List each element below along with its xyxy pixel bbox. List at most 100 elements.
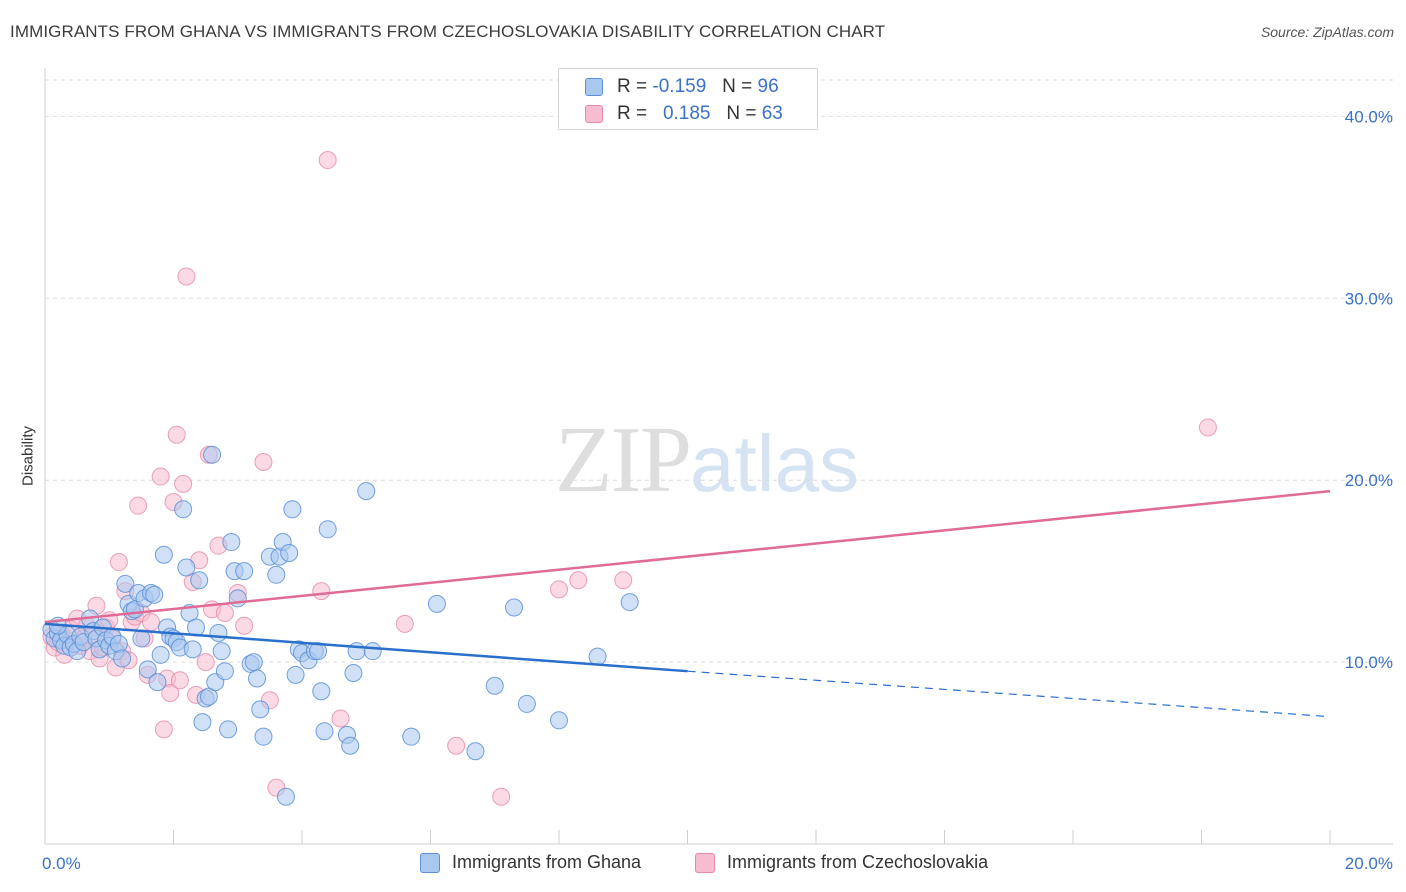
tick-labels: 10.0% 20.0% 30.0% 40.0% 0.0% 20.0%	[42, 107, 1393, 873]
point-ghana-76	[309, 642, 328, 661]
point-ghana-89	[485, 676, 504, 695]
legend-ghana-r-label: R =	[617, 76, 648, 97]
bottom-legend-label-ghana: Immigrants from Ghana	[452, 852, 642, 872]
point-czech-50	[235, 616, 254, 635]
point-ghana-77	[312, 682, 331, 701]
legend-czech-r-label: R =	[617, 103, 648, 124]
watermark-atlas: atlas	[690, 419, 859, 508]
point-ghana-43	[183, 640, 202, 659]
trend-line-ghana-extension	[687, 670, 1331, 718]
point-ghana-52	[212, 642, 231, 661]
point-ghana-92	[550, 711, 568, 730]
point-czech-35	[161, 684, 180, 703]
point-ghana-29	[138, 660, 157, 679]
bottom-legend-swatch-czech	[695, 853, 715, 873]
source-label: Source: ZipAtlas.com	[1260, 24, 1394, 40]
y-tick-label-0: 10.0%	[1345, 653, 1393, 672]
point-ghana-86	[402, 727, 421, 746]
series-ghana	[42, 445, 639, 806]
point-ghana-22	[116, 574, 135, 593]
point-ghana-65	[267, 565, 286, 584]
y-axis-label: Disability	[19, 425, 37, 487]
point-ghana-57	[228, 589, 247, 608]
legend-swatch-ghana	[585, 78, 603, 96]
point-ghana-68	[276, 787, 295, 806]
point-ghana-70	[283, 500, 302, 519]
point-czech-32	[151, 467, 170, 486]
point-czech-39	[174, 474, 193, 493]
point-czech-27	[129, 496, 148, 515]
point-czech-58	[447, 736, 466, 755]
trend-lines	[44, 489, 1331, 718]
legend-ghana-n-label: N =	[722, 76, 753, 97]
legend-ghana-n-value: 96	[757, 76, 779, 97]
correlation-legend: R = -0.159 N = 96 R = 0.185 N = 63	[558, 68, 818, 130]
point-czech-37	[167, 425, 186, 444]
point-ghana-46	[193, 713, 212, 732]
legend-czech-n-value: 63	[761, 103, 783, 124]
point-czech-61	[569, 571, 588, 590]
point-czech-59	[492, 787, 511, 806]
point-ghana-81	[341, 736, 360, 755]
point-ghana-33	[151, 645, 170, 664]
point-czech-57	[395, 614, 414, 633]
x-tick-label-1: 20.0%	[1345, 854, 1393, 873]
point-ghana-20	[109, 634, 128, 653]
y-tick-label-2: 30.0%	[1345, 289, 1393, 308]
bottom-legend-swatch-ghana	[420, 853, 440, 873]
point-ghana-71	[286, 665, 305, 684]
point-ghana-40	[174, 500, 193, 519]
chart-title: IMMIGRANTS FROM GHANA VS IMMIGRANTS FROM…	[10, 22, 886, 41]
point-ghana-69	[280, 543, 299, 562]
y-tick-label-3: 40.0%	[1345, 107, 1393, 126]
point-czech-62	[614, 571, 633, 590]
x-tick-label-0: 0.0%	[42, 854, 81, 873]
point-ghana-62	[251, 700, 270, 719]
point-ghana-61	[248, 669, 267, 688]
point-ghana-78	[315, 722, 334, 741]
point-czech-55	[318, 151, 337, 170]
point-ghana-58	[235, 562, 254, 581]
point-ghana-88	[466, 742, 485, 761]
point-ghana-41	[177, 558, 196, 577]
point-ghana-51	[209, 623, 228, 642]
point-ghana-45	[190, 571, 209, 590]
point-czech-33	[154, 720, 173, 739]
point-ghana-53	[215, 662, 234, 681]
trend-line-czech	[44, 489, 1331, 624]
point-czech-48	[215, 603, 234, 622]
bottom-legend-label-czech: Immigrants from Czechoslovakia	[727, 852, 989, 872]
point-ghana-54	[219, 720, 238, 739]
y-tick-label-1: 20.0%	[1345, 471, 1393, 490]
point-ghana-49	[203, 445, 222, 464]
point-ghana-90	[505, 598, 524, 617]
point-czech-38	[170, 671, 189, 690]
axes	[44, 68, 1393, 845]
point-czech-51	[254, 453, 273, 471]
point-czech-44	[196, 653, 215, 672]
point-czech-40	[177, 267, 196, 286]
point-ghana-85	[363, 642, 382, 661]
legend-ghana-r-value: -0.159	[652, 76, 707, 97]
point-ghana-31	[145, 585, 164, 604]
point-czech-60	[550, 580, 568, 599]
point-czech-54	[312, 582, 331, 601]
point-czech-31	[142, 613, 161, 632]
trend-line-ghana	[44, 622, 688, 673]
point-ghana-34	[154, 545, 173, 564]
point-ghana-91	[517, 694, 536, 713]
point-ghana-60	[244, 653, 263, 672]
point-ghana-94	[620, 593, 639, 612]
point-ghana-87	[427, 594, 446, 613]
point-ghana-82	[344, 664, 363, 683]
watermark: ZIPatlas	[555, 405, 859, 514]
legend-czech-n-label: N =	[726, 103, 757, 124]
point-czech-21	[109, 553, 128, 572]
legend-swatch-czech	[585, 105, 603, 123]
point-ghana-93	[588, 647, 607, 666]
series-czechoslovakia	[42, 151, 1217, 806]
point-ghana-55	[222, 533, 241, 552]
point-ghana-84	[357, 482, 376, 501]
point-ghana-21	[113, 649, 132, 668]
